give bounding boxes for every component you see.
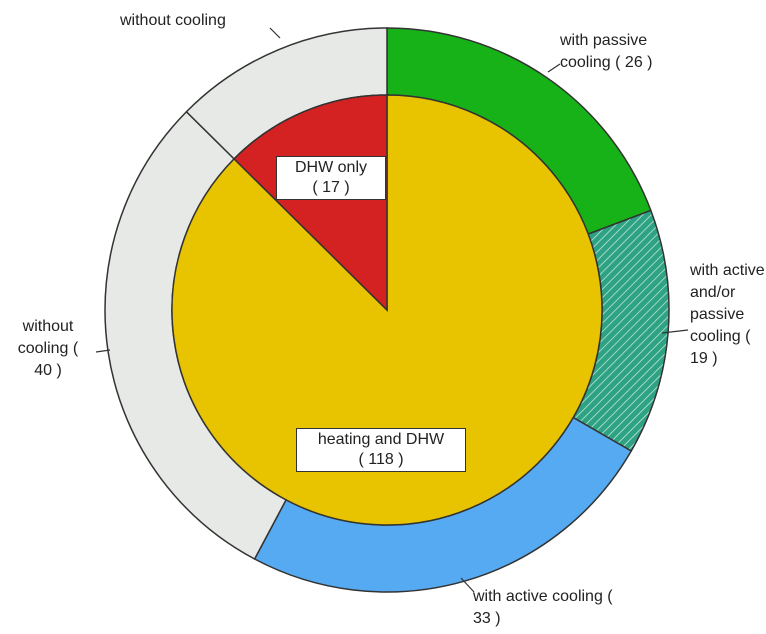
outer-label-name: without cooling	[17, 318, 74, 357]
inner-value-label: ( 118 )	[358, 451, 404, 468]
leader-line	[460, 577, 475, 593]
outer-label: without cooling ( 40 )	[8, 316, 88, 382]
outer-label: with passive cooling ( 26 )	[560, 30, 700, 74]
outer-label: with active and/or passive cooling ( 19 …	[690, 260, 766, 370]
inner-label-name: DHW only	[294, 159, 367, 176]
inner-label: heating and DHW ( 118 )	[296, 428, 466, 472]
leader-line	[95, 349, 111, 353]
outer-label: with active cooling ( 33 )	[473, 586, 613, 630]
outer-label: without cooling	[120, 10, 280, 32]
outer-label-name: with active cooling	[473, 588, 603, 605]
leader-line	[269, 27, 281, 39]
inner-label: DHW only ( 17 )	[276, 156, 386, 200]
leader-line	[547, 63, 561, 73]
outer-label-name: without cooling	[120, 12, 226, 29]
outer-value-label: ( 26 )	[615, 54, 653, 71]
inner-value-label: ( 17 )	[312, 179, 350, 196]
outer-value-label: ( 19 )	[690, 328, 751, 367]
outer-label-name: with active and/or passive cooling	[690, 262, 765, 345]
inner-slice	[171, 94, 603, 526]
outer-value-label: ( 33 )	[473, 588, 613, 627]
leader-line	[661, 329, 689, 334]
outer-label-name: with passive cooling	[560, 32, 648, 71]
inner-label-name: heating and DHW	[317, 431, 445, 448]
inner-slice	[233, 94, 388, 312]
outer-value-label: ( 40 )	[34, 340, 79, 379]
